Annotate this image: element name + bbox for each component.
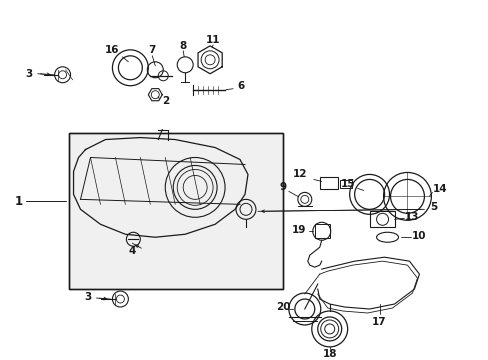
Text: 16: 16: [105, 45, 120, 55]
Text: 11: 11: [205, 35, 220, 45]
Bar: [319, 177, 337, 189]
Text: 6: 6: [237, 81, 244, 91]
Bar: [68, 132, 282, 289]
Text: 3: 3: [25, 69, 32, 79]
Text: 18: 18: [322, 349, 336, 359]
Text: 2: 2: [162, 96, 168, 106]
Text: 19: 19: [291, 225, 305, 235]
Text: 13: 13: [405, 212, 419, 222]
Text: 10: 10: [411, 231, 426, 241]
Bar: [68, 132, 282, 289]
Bar: [339, 180, 351, 188]
Text: 17: 17: [371, 317, 386, 327]
Text: 7: 7: [148, 45, 156, 55]
Bar: [314, 224, 329, 238]
Text: 3: 3: [84, 292, 91, 302]
Text: 20: 20: [275, 302, 289, 312]
Text: 1: 1: [15, 195, 23, 208]
Text: 15: 15: [340, 179, 354, 189]
Text: 5: 5: [429, 202, 436, 212]
Text: 4: 4: [128, 246, 136, 256]
Text: 9: 9: [279, 183, 286, 192]
Text: 14: 14: [432, 184, 447, 194]
Text: 8: 8: [179, 41, 186, 51]
Text: 12: 12: [292, 170, 306, 179]
Bar: [369, 211, 394, 227]
